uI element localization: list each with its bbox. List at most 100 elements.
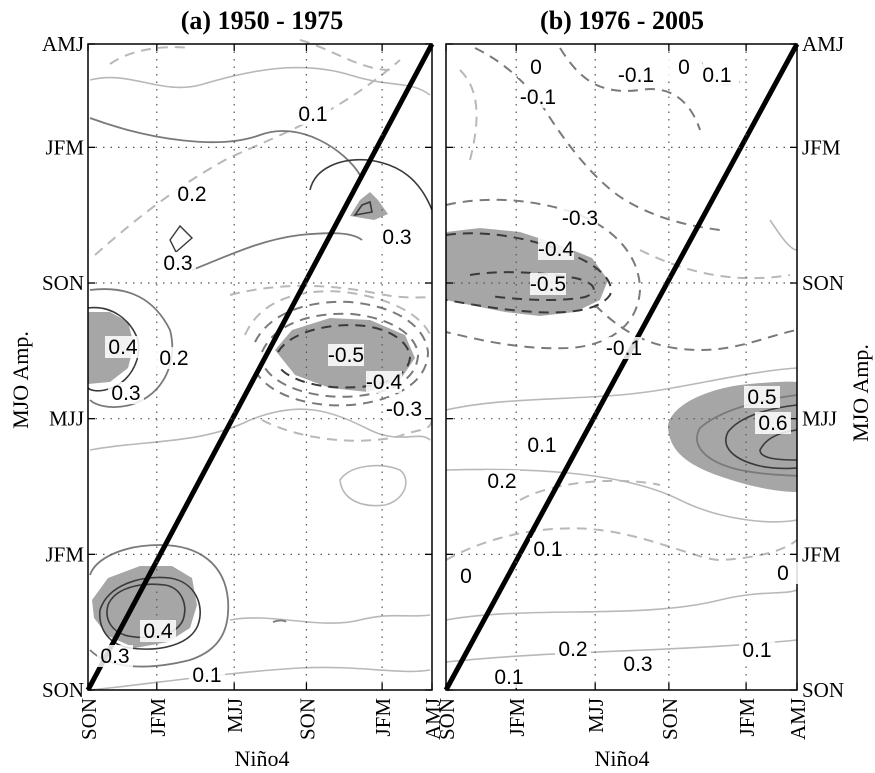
panel-a-contour-label-bg-3 (379, 226, 415, 248)
panel-a-contour-mid-4 (89, 544, 230, 668)
panel-b-xtick-label-0: SON (435, 698, 459, 740)
panel-b-contour-label-9: 0.5 (747, 386, 776, 409)
panel-b-contour-label-7: -0.5 (530, 273, 566, 296)
panel-a-contour-light-dash-6 (109, 46, 191, 65)
panel-b (443, 42, 800, 692)
panel-b-ytick-label-0: SON (802, 678, 844, 702)
panel-b-contour-label-bg-4 (699, 64, 735, 86)
panel-a-contour-mid-1 (89, 117, 361, 176)
panel-a-contour-light-5 (89, 666, 431, 691)
panel-a-axes (87, 43, 433, 691)
panel-b-contour-light-dash-1 (459, 69, 478, 161)
panel-a-contour-light-dash-2 (229, 284, 433, 299)
panel-a-contour-label-bg-0 (295, 103, 331, 125)
panel-b-contour-label-18: 0.1 (742, 639, 771, 662)
panel-a-diagonal (85, 42, 435, 692)
panel-b-contour-label-11: 0.1 (527, 434, 556, 457)
panel-a-contour-label-1: 0.2 (177, 183, 206, 206)
panel-b-xtick-label-5: AMJ (786, 698, 810, 740)
panel-a-contour-label-5: 0.2 (159, 347, 188, 370)
panel-a-contour-label-bg-12 (189, 664, 225, 686)
panel-a-contour-label-12: 0.1 (192, 664, 221, 687)
panel-a (85, 39, 435, 692)
panel-a-contour-label-bg-7 (328, 344, 364, 366)
panel-b-contour-label-5: -0.3 (562, 207, 598, 230)
panel-b-contour-label-bg-18 (739, 639, 775, 661)
panel-a-xtick-label-5: AMJ (421, 698, 445, 740)
panel-a-contour-light-3 (339, 464, 407, 507)
panel-b-contour-light-dash-4 (639, 249, 791, 280)
panel-b-contour-label-6: -0.4 (538, 238, 575, 261)
panel-b-contour-label-4: 0.1 (702, 64, 731, 87)
panel-b-contour-label-bg-2 (618, 64, 654, 86)
panel-a-xtick-label-3: SON (295, 698, 319, 740)
panel-a-ytick-label-3: SON (42, 271, 84, 295)
panel-a-contour-dark-3 (99, 576, 201, 650)
panel-b-contour-label-bg-10 (755, 412, 791, 434)
panel-b-contour-light-dash-2 (445, 527, 798, 562)
panel-b-contour-label-bg-14 (448, 565, 484, 587)
panel-b-contour-label-bg-8 (606, 337, 642, 359)
panel-b-contour-label-bg-7 (530, 273, 566, 295)
panel-a-contour-label-2: 0.3 (163, 252, 192, 275)
panel-b-contour-label-bg-12 (484, 470, 520, 492)
panel-a-shade-top (350, 192, 388, 220)
panel-b-contour-mid-dash-4 (594, 304, 798, 352)
panel-b-contour-label-14: 0 (460, 565, 472, 588)
panel-b-title: (b) 1976 - 2005 (540, 6, 704, 35)
panel-a-contour-label-bg-11 (140, 620, 176, 642)
panel-a-ytick-label-2: MJJ (49, 407, 84, 431)
panel-a-contour-label-bg-2 (160, 252, 196, 274)
panel-a-contour-mid-dash-1 (254, 300, 430, 407)
panel-b-contour-label-10: 0.6 (758, 412, 787, 435)
panel-a-contour-label-9: -0.3 (386, 398, 422, 421)
panel-a-contour-dark-5 (353, 200, 373, 217)
panel-b-contour-label-bg-16 (555, 638, 591, 660)
panel-b-shade-right (668, 381, 797, 492)
panel-b-contour-label-bg-17 (620, 653, 656, 675)
panel-a-contour-label-bg-9 (386, 398, 422, 420)
panel-a-contour-dark-dash-1 (277, 324, 412, 389)
panel-b-contour-label-3: 0 (678, 56, 690, 79)
panel-b-contour-label-19: 0.1 (494, 666, 523, 689)
panel-a-contour-dark-small (169, 224, 194, 254)
panel-b-contour-dark-dash-1 (445, 232, 612, 314)
panel-b-contour-label-1: -0.1 (520, 86, 556, 109)
panel-b-xtick-label-2: MJJ (584, 698, 608, 733)
panel-b-xtick-label-3: SON (658, 698, 682, 740)
panel-a-xtick-label-4: JFM (371, 698, 395, 737)
panel-a-contour-label-bg-1 (174, 183, 210, 205)
panel-a-ytick-label-0: SON (42, 678, 84, 702)
panel-b-ytick-label-1: JFM (802, 542, 841, 566)
panel-a-contour-label-11: 0.4 (143, 620, 173, 643)
panel-b-axes (445, 43, 798, 691)
panel-b-contour-label-bg-11 (524, 434, 560, 456)
panel-b-contour-label-bg-6 (538, 238, 574, 260)
panel-a-contour-label-bg-10 (97, 645, 133, 667)
panel-a-contour-light-4 (229, 614, 431, 624)
panel-b-contour-label-15: 0 (777, 562, 789, 585)
panel-a-contour-mid-dash-2 (261, 312, 420, 398)
panel-b-ytick-label-4: JFM (802, 135, 841, 159)
panel-b-contour-dark-dash-2 (469, 271, 595, 301)
panel-a-contour-light-dash-4 (261, 419, 433, 442)
panel-a-xlabel: Niño4 (235, 746, 290, 771)
panel-b-contour-label-8: -0.1 (606, 337, 642, 360)
panel-a-xtick-label-0: SON (77, 698, 101, 740)
panel-a-contour-label-bg-6 (108, 382, 144, 404)
contour-label-layer: 0.10.20.30.30.4 0.20.3-0.5-0.4-0.30.30.40… (97, 56, 801, 689)
panel-a-ytick-label-5: AMJ (42, 32, 84, 56)
panel-b-contour-light-dash-3 (519, 479, 661, 501)
panel-a-contour-label-8: -0.4 (366, 371, 403, 394)
panel-b-contour-label-bg-0 (518, 56, 554, 78)
panel-a-contour-label-10: 0.3 (100, 645, 129, 668)
panel-a-contour-label-bg-5 (156, 347, 192, 369)
panel-a-contour-label-7: -0.5 (328, 344, 364, 367)
panel-b-contour-label-bg-13 (530, 538, 566, 560)
panel-b-diagonal (443, 42, 800, 692)
panel-b-contour-label-bg-19 (491, 666, 527, 688)
panel-b-contour-label-16: 0.2 (558, 638, 587, 661)
panel-b-ytick-label-5: AMJ (802, 32, 844, 56)
